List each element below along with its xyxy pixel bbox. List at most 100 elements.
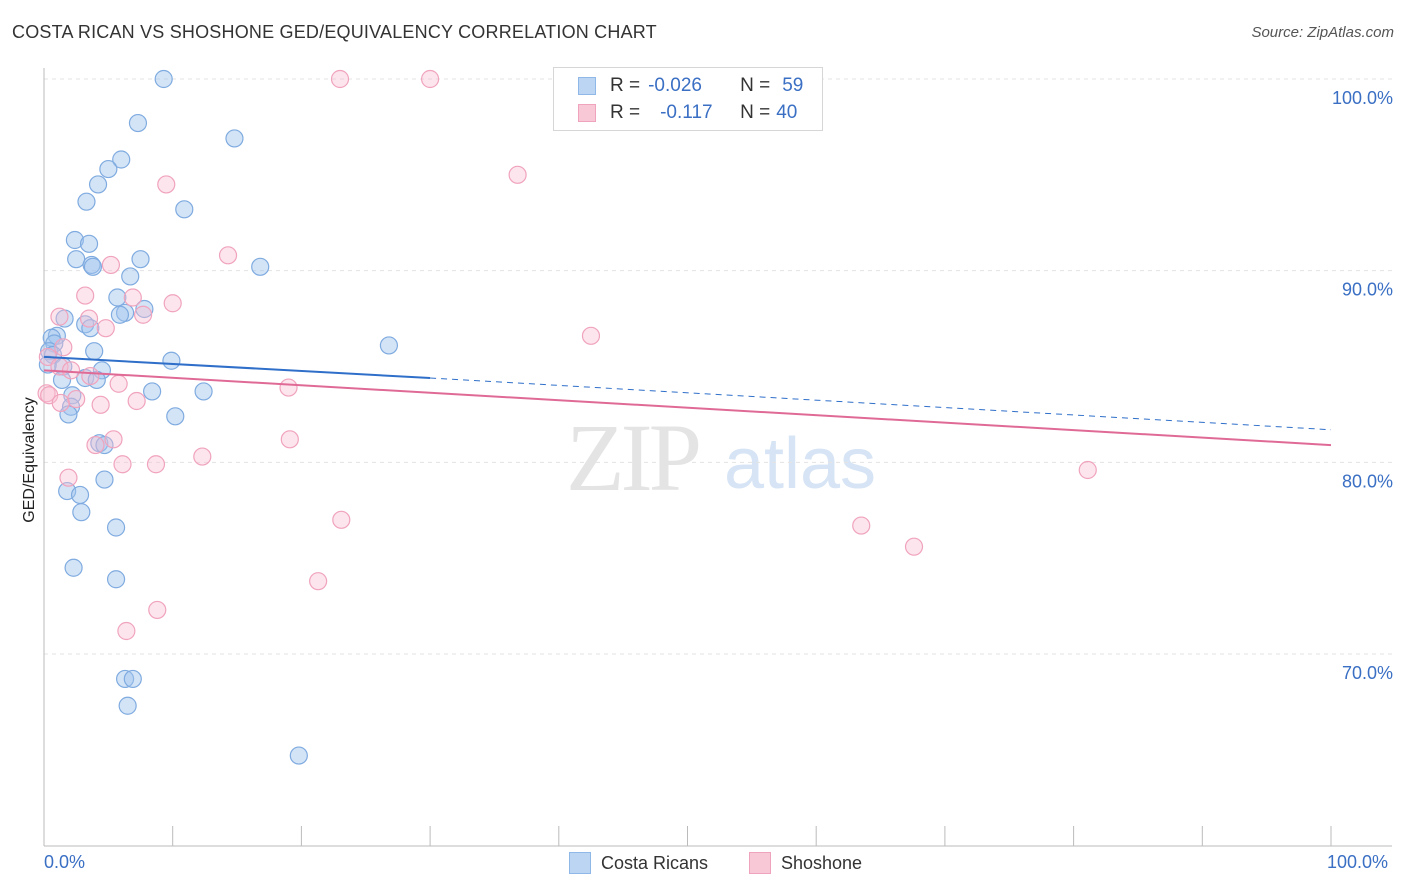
x-tick-min: 0.0% <box>44 852 86 872</box>
point-costa-ricans <box>108 288 127 307</box>
y-tick-label: 90.0% <box>1342 280 1393 300</box>
legend-swatch-pink <box>749 852 771 874</box>
point-shoshone <box>280 430 299 449</box>
point-shoshone <box>127 391 146 411</box>
point-shoshone <box>157 175 176 194</box>
point-costa-ricans <box>154 69 173 89</box>
legend-swatch-pink <box>578 104 596 122</box>
source-label: Source: ZipAtlas.com <box>1251 24 1394 41</box>
watermark: ZIP atlas <box>566 404 876 511</box>
point-shoshone <box>96 319 115 338</box>
legend-label: Costa Ricans <box>601 852 709 873</box>
point-costa-ricans <box>143 382 162 401</box>
point-shoshone <box>81 366 100 386</box>
point-costa-ricans <box>64 558 83 577</box>
point-costa-ricans <box>379 336 399 355</box>
legend-r-value: -0.117 <box>660 102 713 123</box>
point-costa-ricans <box>83 257 103 276</box>
point-costa-ricans <box>38 355 57 374</box>
point-costa-ricans <box>194 382 213 401</box>
point-shoshone <box>133 305 153 324</box>
point-costa-ricans <box>121 267 140 286</box>
point-costa-ricans <box>112 150 131 169</box>
point-shoshone <box>123 288 142 307</box>
point-shoshone <box>332 510 351 529</box>
point-shoshone <box>508 165 527 184</box>
point-shoshone <box>50 307 69 326</box>
point-shoshone <box>218 246 238 265</box>
point-costa-ricans <box>123 669 142 689</box>
legend-row-shoshone: R = -0.117 N = 40 <box>578 100 797 126</box>
point-shoshone <box>37 384 56 403</box>
point-costa-ricans <box>131 250 150 269</box>
y-tick-label: 100.0% <box>1332 88 1393 108</box>
legend-n-label: N = <box>740 102 771 123</box>
point-costa-ricans <box>77 192 96 211</box>
point-costa-ricans <box>128 113 148 133</box>
point-costa-ricans <box>85 342 104 361</box>
point-shoshone <box>279 378 298 397</box>
legend-item-shoshone[interactable]: Shoshone <box>749 852 862 874</box>
point-shoshone <box>76 286 95 305</box>
point-costa-ricans <box>115 669 135 689</box>
legend-label: Shoshone <box>781 852 863 873</box>
point-costa-ricans <box>88 175 108 194</box>
legend-r-label: R = <box>610 102 641 123</box>
point-shoshone <box>1078 460 1097 480</box>
point-shoshone <box>51 393 70 413</box>
point-shoshone <box>904 537 924 556</box>
y-tick-label: 70.0% <box>1342 663 1393 683</box>
point-costa-ricans <box>72 503 91 522</box>
legend-row-costa-ricans: R = -0.026 N = 59 <box>578 73 803 99</box>
trend-line-costa-ricans <box>43 355 431 379</box>
watermark-atlas: atlas <box>724 424 876 504</box>
point-shoshone <box>67 389 86 409</box>
point-costa-ricans <box>67 250 86 269</box>
point-shoshone <box>54 338 73 357</box>
legend-n-label: N = <box>740 75 771 96</box>
point-costa-ricans <box>70 485 90 505</box>
point-costa-ricans <box>166 407 185 426</box>
point-shoshone <box>91 395 110 414</box>
point-shoshone <box>163 294 182 313</box>
point-costa-ricans <box>99 159 118 179</box>
legend-item-costa-ricans[interactable]: Costa Ricans <box>569 852 708 874</box>
point-shoshone <box>581 326 601 345</box>
legend-swatch-blue <box>578 77 596 95</box>
point-costa-ricans <box>251 257 270 276</box>
watermark-zip: ZIP <box>566 404 699 511</box>
point-costa-ricans <box>110 305 130 324</box>
point-shoshone <box>79 309 99 328</box>
point-costa-ricans <box>81 319 100 338</box>
point-shoshone <box>101 255 121 275</box>
point-shoshone <box>59 468 78 487</box>
legend-n-value: 40 <box>776 102 798 123</box>
x-tick-max: 100.0% <box>1327 852 1389 872</box>
legend-r-value: -0.026 <box>648 75 702 96</box>
point-shoshone <box>113 455 132 474</box>
legend-r-label: R = <box>610 75 641 96</box>
stats-legend: R = -0.026 N = 59 R = -0.117 N = 40 <box>553 67 823 131</box>
point-costa-ricans <box>106 518 126 537</box>
point-costa-ricans <box>289 746 308 765</box>
point-costa-ricans <box>79 234 99 253</box>
trend-line-costa-ricans-projection <box>430 377 1332 431</box>
point-costa-ricans <box>175 200 194 219</box>
point-costa-ricans <box>65 230 84 250</box>
point-costa-ricans <box>118 696 137 715</box>
legend-n-value: 59 <box>782 75 804 96</box>
y-axis-label: GED/Equivalency <box>21 397 38 523</box>
point-shoshone <box>61 361 81 380</box>
point-shoshone <box>146 455 166 474</box>
series-legend: Costa Ricans Shoshone <box>0 852 1406 876</box>
point-shoshone <box>193 447 212 466</box>
point-shoshone <box>117 621 136 641</box>
chart-title: COSTA RICAN VS SHOSHONE GED/EQUIVALENCY … <box>12 22 657 42</box>
point-shoshone <box>309 572 328 591</box>
point-shoshone <box>852 516 871 535</box>
point-costa-ricans <box>225 129 244 148</box>
point-shoshone <box>109 374 128 393</box>
point-costa-ricans <box>106 570 126 589</box>
point-costa-ricans <box>95 470 114 489</box>
